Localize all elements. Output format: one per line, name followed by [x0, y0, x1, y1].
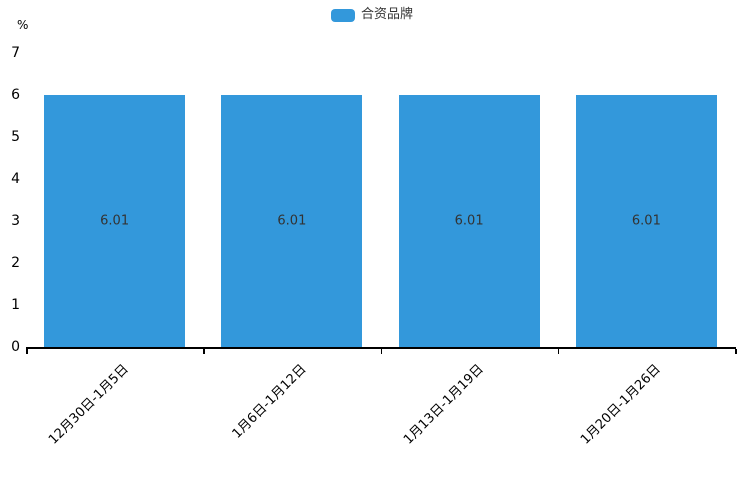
x-category-label: 12月30日-1月5日 [46, 361, 133, 448]
y-tick-label: 2 [11, 255, 20, 271]
y-axis-unit-label: % [17, 18, 29, 32]
x-axis-line [26, 347, 736, 349]
y-tick-label: 3 [11, 213, 20, 229]
bar-value-label: 6.01 [277, 213, 307, 229]
x-axis-tick [203, 349, 205, 354]
bar [221, 94, 363, 347]
bar-value-label: 6.01 [454, 213, 484, 229]
bar [44, 94, 186, 347]
x-category-label: 1月6日-1月12日 [229, 361, 310, 442]
x-axis-tick [380, 349, 382, 354]
x-category-label: 1月13日-1月19日 [400, 361, 487, 448]
legend-swatch-icon [330, 8, 355, 22]
y-tick-label: 6 [11, 87, 20, 103]
bar-value-label: 6.01 [100, 213, 130, 229]
x-category-label: 1月20日-1月26日 [578, 361, 664, 448]
legend-label: 合资品牌 [360, 7, 413, 22]
y-tick-label: 1 [11, 297, 20, 313]
y-tick-label: 0 [11, 339, 20, 355]
bar [398, 94, 540, 347]
y-tick-label: 7 [11, 45, 20, 61]
bar-value-label: 6.01 [631, 213, 661, 229]
x-axis-tick [557, 349, 560, 354]
x-axis-tick [26, 349, 28, 354]
bar [575, 94, 717, 347]
y-tick-label: 4 [11, 171, 20, 187]
legend-item[interactable]: 合资品牌 [0, 8, 744, 22]
x-axis-tick [735, 349, 737, 354]
y-tick-label: 5 [11, 129, 20, 145]
